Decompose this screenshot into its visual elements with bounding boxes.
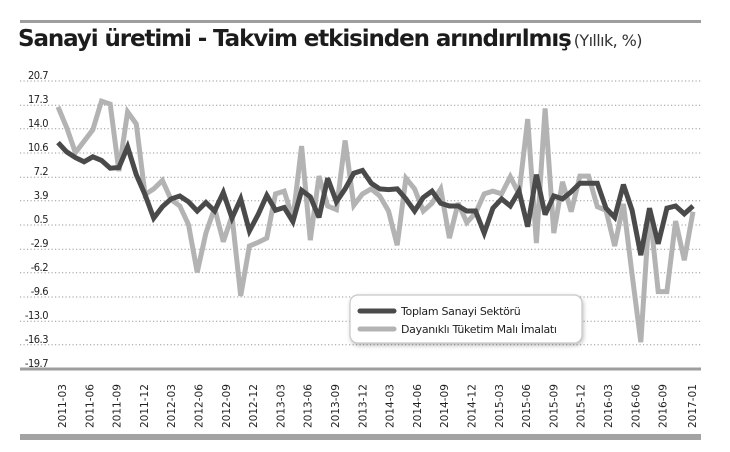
y-tick-label: 10.6 <box>28 141 48 154</box>
y-tick-label: -16.3 <box>25 333 48 346</box>
chart-title-units: (Yıllık, %) <box>573 31 643 50</box>
y-tick-label: -9.6 <box>31 285 49 298</box>
x-tick-label: 2015-06 <box>521 384 533 428</box>
x-tick-label: 2014-03 <box>385 384 397 428</box>
x-tick-label: 2015-12 <box>576 384 588 428</box>
x-tick-label: 2011-06 <box>84 384 96 428</box>
x-tick-label: 2017-01 <box>687 384 699 428</box>
x-tick-label: 2015-03 <box>494 384 506 428</box>
x-tick-label: 2014-06 <box>412 384 424 428</box>
x-tick-label: 2014-09 <box>439 384 451 428</box>
y-tick-label: 7.2 <box>34 165 48 178</box>
x-tick-label: 2011-03 <box>57 384 69 428</box>
legend-label-durable: Dayanıklı Tüketim Malı İmalatı <box>401 323 557 336</box>
chart-title: Sanayi üretimi - Takvim etkisinden arınd… <box>18 26 642 58</box>
y-tick-label: 14.0 <box>28 117 48 130</box>
y-tick-label: 0.5 <box>34 213 48 226</box>
x-tick-label: 2013-09 <box>330 384 342 428</box>
y-tick-label: -19.7 <box>25 357 48 370</box>
y-axis-ticks: 20.7 17.3 14.0 10.6 7.2 3.9 0.5 -2.9 -6.2 -9.6 -13… <box>25 69 49 370</box>
series-line-durable-goods <box>55 98 696 343</box>
y-tick-label: -13.0 <box>25 309 48 322</box>
x-tick-label: 2016-09 <box>658 384 670 428</box>
y-tick-label: -2.9 <box>31 237 49 250</box>
chart-title-main: Sanayi üretimi - Takvim etkisinden arınd… <box>18 26 572 52</box>
x-tick-label: 2013-12 <box>357 384 369 428</box>
y-tick-label: -6.2 <box>31 261 49 274</box>
x-tick-label: 2016-03 <box>603 384 615 428</box>
y-tick-label: 3.9 <box>34 189 48 202</box>
y-tick-label: 17.3 <box>28 93 48 106</box>
x-tick-label: 2012-03 <box>166 384 178 428</box>
x-tick-label: 2014-12 <box>467 384 479 428</box>
x-tick-label: 2011-09 <box>112 384 124 428</box>
x-tick-label: 2012-09 <box>221 384 233 428</box>
bottom-rule <box>20 434 701 440</box>
x-tick-label: 2016-06 <box>630 384 642 428</box>
legend: Toplam Sanayi Sektörü Dayanıklı Tüketim … <box>349 294 583 344</box>
x-tick-label: 2012-06 <box>194 384 206 428</box>
y-tick-label: 20.7 <box>28 69 48 82</box>
x-tick-label: 2013-06 <box>303 384 315 428</box>
x-tick-label: 2013-03 <box>275 384 287 428</box>
top-rule <box>20 20 701 23</box>
x-axis-ticks: 2011-03 2011-06 2011-09 2011-12 2012-03 2012-… <box>57 384 699 428</box>
x-tick-label: 2011-12 <box>139 384 151 428</box>
x-tick-label: 2015-09 <box>548 384 560 428</box>
x-tick-label: 2012-12 <box>248 384 260 428</box>
legend-label-total: Toplam Sanayi Sektörü <box>400 305 520 318</box>
series-line-total-industry <box>56 139 695 256</box>
